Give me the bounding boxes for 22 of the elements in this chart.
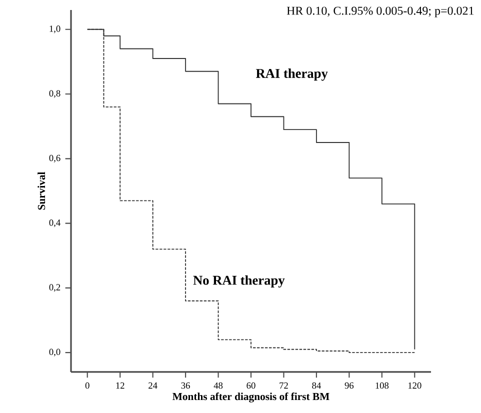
y-tick-label: 0,8: [49, 90, 60, 98]
y-tick-label: 0,0: [49, 348, 60, 356]
x-axis-title: Months after diagnosis of first BM: [172, 392, 330, 402]
x-tick-label: 72: [280, 382, 288, 389]
y-axis-title: Survival: [38, 172, 46, 210]
x-tick-label: 36: [181, 382, 190, 389]
y-tick-label: 1,0: [50, 26, 60, 34]
x-tick-label: 24: [148, 382, 158, 389]
x-tick-label: 48: [214, 382, 223, 389]
y-tick-label: 0,4: [49, 219, 60, 228]
y-tick-label: 0,2: [49, 284, 60, 292]
x-tick-label: 0: [85, 382, 90, 389]
series-label: No RAI therapy: [193, 275, 285, 288]
x-tick-label: 108: [376, 382, 389, 389]
x-tick-label: 84: [312, 382, 321, 389]
x-tick-label: 120: [408, 382, 422, 389]
x-tick-label: 60: [246, 382, 256, 389]
y-tick-label: 0,6: [49, 154, 60, 162]
series-label: RAI therapy: [256, 68, 328, 81]
annotation: HR 0.10, C.I.95% 0.005-0.49; p=0.021: [286, 6, 474, 18]
x-tick-label: 96: [344, 382, 354, 389]
x-tick-label: 12: [116, 382, 124, 389]
